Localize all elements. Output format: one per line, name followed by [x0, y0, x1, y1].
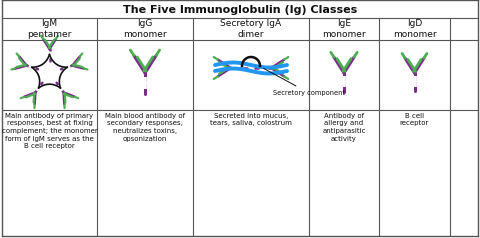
Text: The Five Immunoglobulin (Ig) Classes: The Five Immunoglobulin (Ig) Classes — [123, 5, 357, 15]
Text: Secretory component: Secretory component — [264, 68, 345, 96]
Text: IgD
monomer: IgD monomer — [393, 19, 436, 39]
Text: Main antibody of primary
responses, best at fixing
complement; the monomer
form : Main antibody of primary responses, best… — [1, 113, 97, 149]
Text: IgM
pentamer: IgM pentamer — [27, 19, 72, 39]
Text: IgG
monomer: IgG monomer — [123, 19, 167, 39]
Text: Antibody of
allergy and
antiparasitic
activity: Antibody of allergy and antiparasitic ac… — [322, 113, 366, 142]
Text: Secreted into mucus,
tears, saliva, colostrum: Secreted into mucus, tears, saliva, colo… — [210, 113, 292, 127]
Text: B cell
receptor: B cell receptor — [400, 113, 429, 127]
Text: Main blood antibody of
secondary responses,
neutralizes toxins,
opsonization: Main blood antibody of secondary respons… — [105, 113, 185, 142]
Text: Secretory IgA
dimer: Secretory IgA dimer — [220, 19, 282, 39]
Text: IgE
monomer: IgE monomer — [322, 19, 366, 39]
